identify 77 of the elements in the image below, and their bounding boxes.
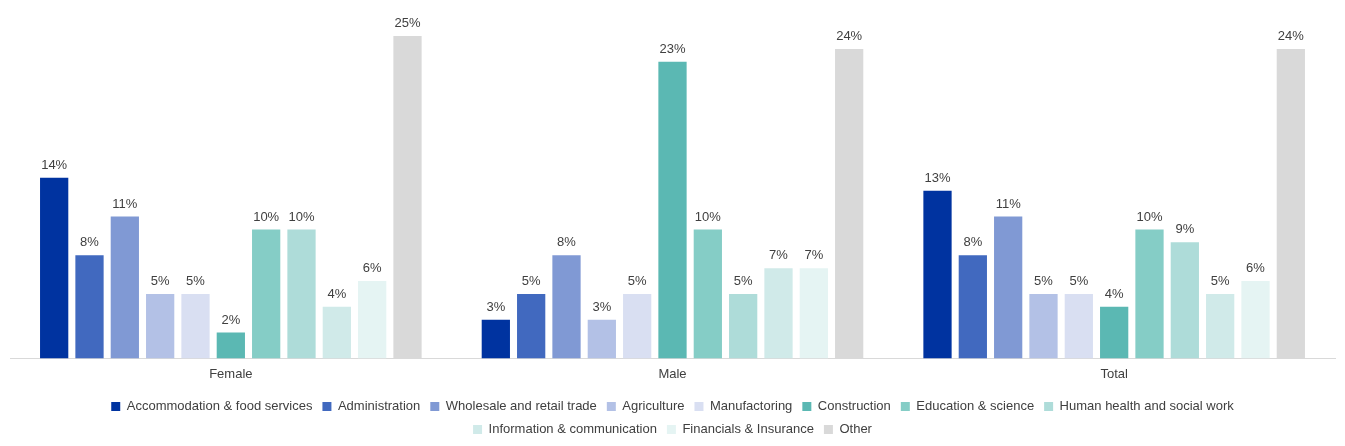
data-label: 3%	[592, 298, 612, 314]
data-label: 5%	[186, 273, 206, 288]
data-label: 7%	[769, 247, 789, 263]
bar	[729, 293, 758, 359]
data-label: 2%	[221, 311, 241, 327]
data-label: 4%	[327, 285, 347, 301]
bar	[1135, 229, 1164, 359]
bar	[287, 229, 316, 359]
bar	[958, 255, 987, 359]
bar	[1100, 306, 1129, 359]
bar	[322, 306, 351, 359]
x-tick-label: Total	[1100, 365, 1128, 381]
bar	[658, 61, 687, 359]
bar	[1170, 242, 1199, 359]
data-label: 11%	[112, 195, 138, 211]
data-label: 5%	[1069, 273, 1089, 288]
bar	[517, 293, 546, 359]
bar	[623, 293, 652, 359]
data-label: 5%	[733, 273, 753, 288]
data-label: 9%	[1175, 221, 1195, 237]
bar	[923, 190, 952, 359]
bar	[1241, 281, 1270, 359]
bar	[358, 281, 387, 359]
data-label: 5%	[1034, 273, 1054, 288]
data-label: 5%	[627, 273, 647, 288]
bar	[110, 216, 139, 359]
legend-label: Accommodation & food services	[126, 398, 313, 414]
legend-label: Education & science	[916, 398, 1035, 414]
data-label: 4%	[1104, 285, 1124, 301]
bar	[1029, 293, 1058, 359]
bar	[552, 255, 581, 359]
data-label: 13%	[924, 169, 951, 185]
data-label: 25%	[394, 15, 421, 31]
bar	[693, 229, 722, 359]
data-label: 24%	[836, 27, 863, 43]
data-label: 6%	[362, 260, 382, 276]
data-label: 10%	[694, 208, 722, 224]
data-label: 5%	[1210, 273, 1230, 288]
data-label: 8%	[557, 234, 577, 250]
x-tick-label: Male	[658, 365, 687, 381]
legend-label: Agriculture	[622, 398, 685, 414]
bar	[181, 293, 210, 359]
bar	[252, 229, 281, 359]
data-label: 5%	[521, 273, 541, 288]
data-label: 10%	[253, 208, 280, 224]
legend-label: Information & communication	[488, 421, 657, 437]
data-label: 8%	[963, 234, 983, 250]
legend-label: Manufactoring	[709, 398, 793, 414]
data-label: 6%	[1246, 260, 1266, 276]
bar	[587, 319, 616, 359]
bar	[994, 216, 1023, 359]
data-label: 10%	[1136, 208, 1163, 224]
bar	[1064, 293, 1093, 359]
bar	[1206, 293, 1235, 359]
data-label: 10%	[288, 208, 315, 224]
bar	[40, 177, 69, 359]
bar	[216, 332, 245, 359]
bar	[75, 255, 104, 359]
bar	[481, 319, 510, 359]
legend-label: Other	[839, 421, 873, 437]
bar	[146, 293, 175, 359]
data-label: 7%	[804, 247, 824, 263]
legend-label: Human health and social work	[1059, 398, 1235, 414]
data-label: 14%	[41, 156, 68, 172]
x-tick-label: Female	[209, 365, 253, 381]
bar	[764, 268, 793, 359]
legend-label: Financials & Insurance	[682, 421, 814, 437]
data-label: 5%	[150, 273, 170, 288]
data-label: 24%	[1277, 27, 1305, 43]
legend-label: Wholesale and retail trade	[445, 398, 597, 414]
data-label: 23%	[659, 40, 686, 56]
data-label: 3%	[486, 298, 506, 314]
legend-label: Administration	[337, 398, 421, 414]
legend-label: Construction	[817, 398, 891, 414]
data-label: 11%	[995, 195, 1022, 211]
bar	[799, 268, 828, 359]
data-label: 8%	[80, 234, 100, 250]
